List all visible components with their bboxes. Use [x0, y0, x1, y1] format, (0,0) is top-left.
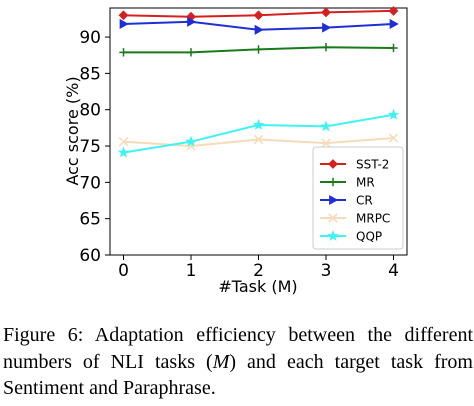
y-tick-label: 75	[79, 137, 101, 157]
data-point-sst-2	[321, 7, 331, 18]
series-layer	[117, 5, 400, 158]
x-tick-label: 3	[321, 261, 332, 281]
series-cr	[119, 16, 399, 35]
figure-caption: Figure 6: Adaptation efficiency between …	[3, 322, 473, 402]
data-point-mrpc	[388, 133, 399, 143]
caption-line-2-start: numbers of NLI tasks (	[3, 350, 213, 373]
y-axis-title: Acc score (%)	[63, 76, 82, 185]
x-tick-label: 4	[388, 261, 399, 281]
data-point-mr	[389, 43, 398, 53]
legend-label-sst-2: SST-2	[356, 158, 389, 172]
legend-item-qqp: QQP	[320, 230, 382, 244]
data-point-mr	[186, 48, 196, 57]
caption-line-1: Figure 6: Adaptation efficiency between …	[3, 324, 473, 346]
legend-marker-qqp	[327, 229, 339, 241]
legend-item-sst-2: SST-2	[320, 158, 389, 172]
caption-variable: M	[212, 350, 230, 373]
y-tick-label: 85	[79, 64, 101, 84]
data-point-mrpc	[186, 141, 196, 151]
x-axis-title: #Task (M)	[218, 277, 297, 296]
series-sst-2	[118, 5, 399, 22]
legend-label-cr: CR	[356, 194, 373, 208]
legend-label-mr: MR	[356, 176, 375, 190]
legend: SST-2 MR CR MRPC QQP	[312, 146, 404, 250]
x-tick-label: 2	[253, 261, 264, 281]
data-point-qqp	[117, 146, 130, 158]
data-point-mrpc	[118, 136, 129, 147]
legend-marker-mrpc	[328, 213, 338, 223]
x-tick-label: 1	[186, 261, 197, 281]
y-axis: 60 65 70 75 80 85 90	[79, 28, 110, 266]
data-point-qqp	[387, 108, 400, 120]
legend-marker-mr	[328, 177, 338, 187]
series-mr	[119, 43, 398, 57]
data-point-mr	[119, 48, 128, 57]
caption-line-2: numbers of NLI tasks (M) and each target…	[3, 349, 473, 376]
legend-label-mrpc: MRPC	[356, 212, 390, 226]
legend-label-qqp: QQP	[356, 230, 382, 244]
data-point-qqp	[252, 118, 265, 130]
caption-line-2-end: ) and each target task from	[229, 350, 473, 373]
y-tick-label: 80	[79, 101, 101, 121]
data-point-cr	[389, 18, 399, 30]
y-tick-label: 90	[79, 28, 101, 48]
data-point-mr	[254, 45, 263, 54]
legend-item-cr: CR	[320, 194, 373, 208]
data-point-cr	[322, 22, 332, 33]
x-tick-label: 0	[118, 261, 129, 281]
data-point-cr	[119, 18, 129, 30]
data-point-mr	[321, 43, 331, 52]
legend-box	[312, 146, 404, 250]
y-tick-label: 70	[79, 173, 101, 193]
legend-item-mrpc: MRPC	[320, 212, 390, 226]
data-point-cr	[254, 24, 264, 35]
legend-marker-cr	[329, 194, 339, 206]
y-tick-label: 65	[79, 210, 101, 230]
data-point-sst-2	[253, 10, 264, 21]
data-point-sst-2	[118, 10, 129, 21]
data-point-qqp	[320, 120, 332, 132]
legend-item-mr: MR	[320, 176, 375, 190]
data-point-mrpc	[321, 138, 331, 148]
series-qqp	[117, 108, 400, 158]
data-point-cr	[187, 16, 197, 27]
legend-marker-sst-2	[328, 159, 338, 169]
data-point-qqp	[185, 135, 197, 147]
caption-line-3: Sentiment and Paraphrase.	[3, 377, 216, 399]
data-point-sst-2	[388, 5, 399, 16]
y-tick-label: 60	[79, 246, 101, 266]
x-axis: 0 1 2 3 4	[118, 255, 399, 281]
data-point-mrpc	[253, 134, 264, 145]
line-chart: 60 65 70 75 80 85 90 0 1 2 3 4 Acc score (%) #Task…	[63, 5, 408, 296]
